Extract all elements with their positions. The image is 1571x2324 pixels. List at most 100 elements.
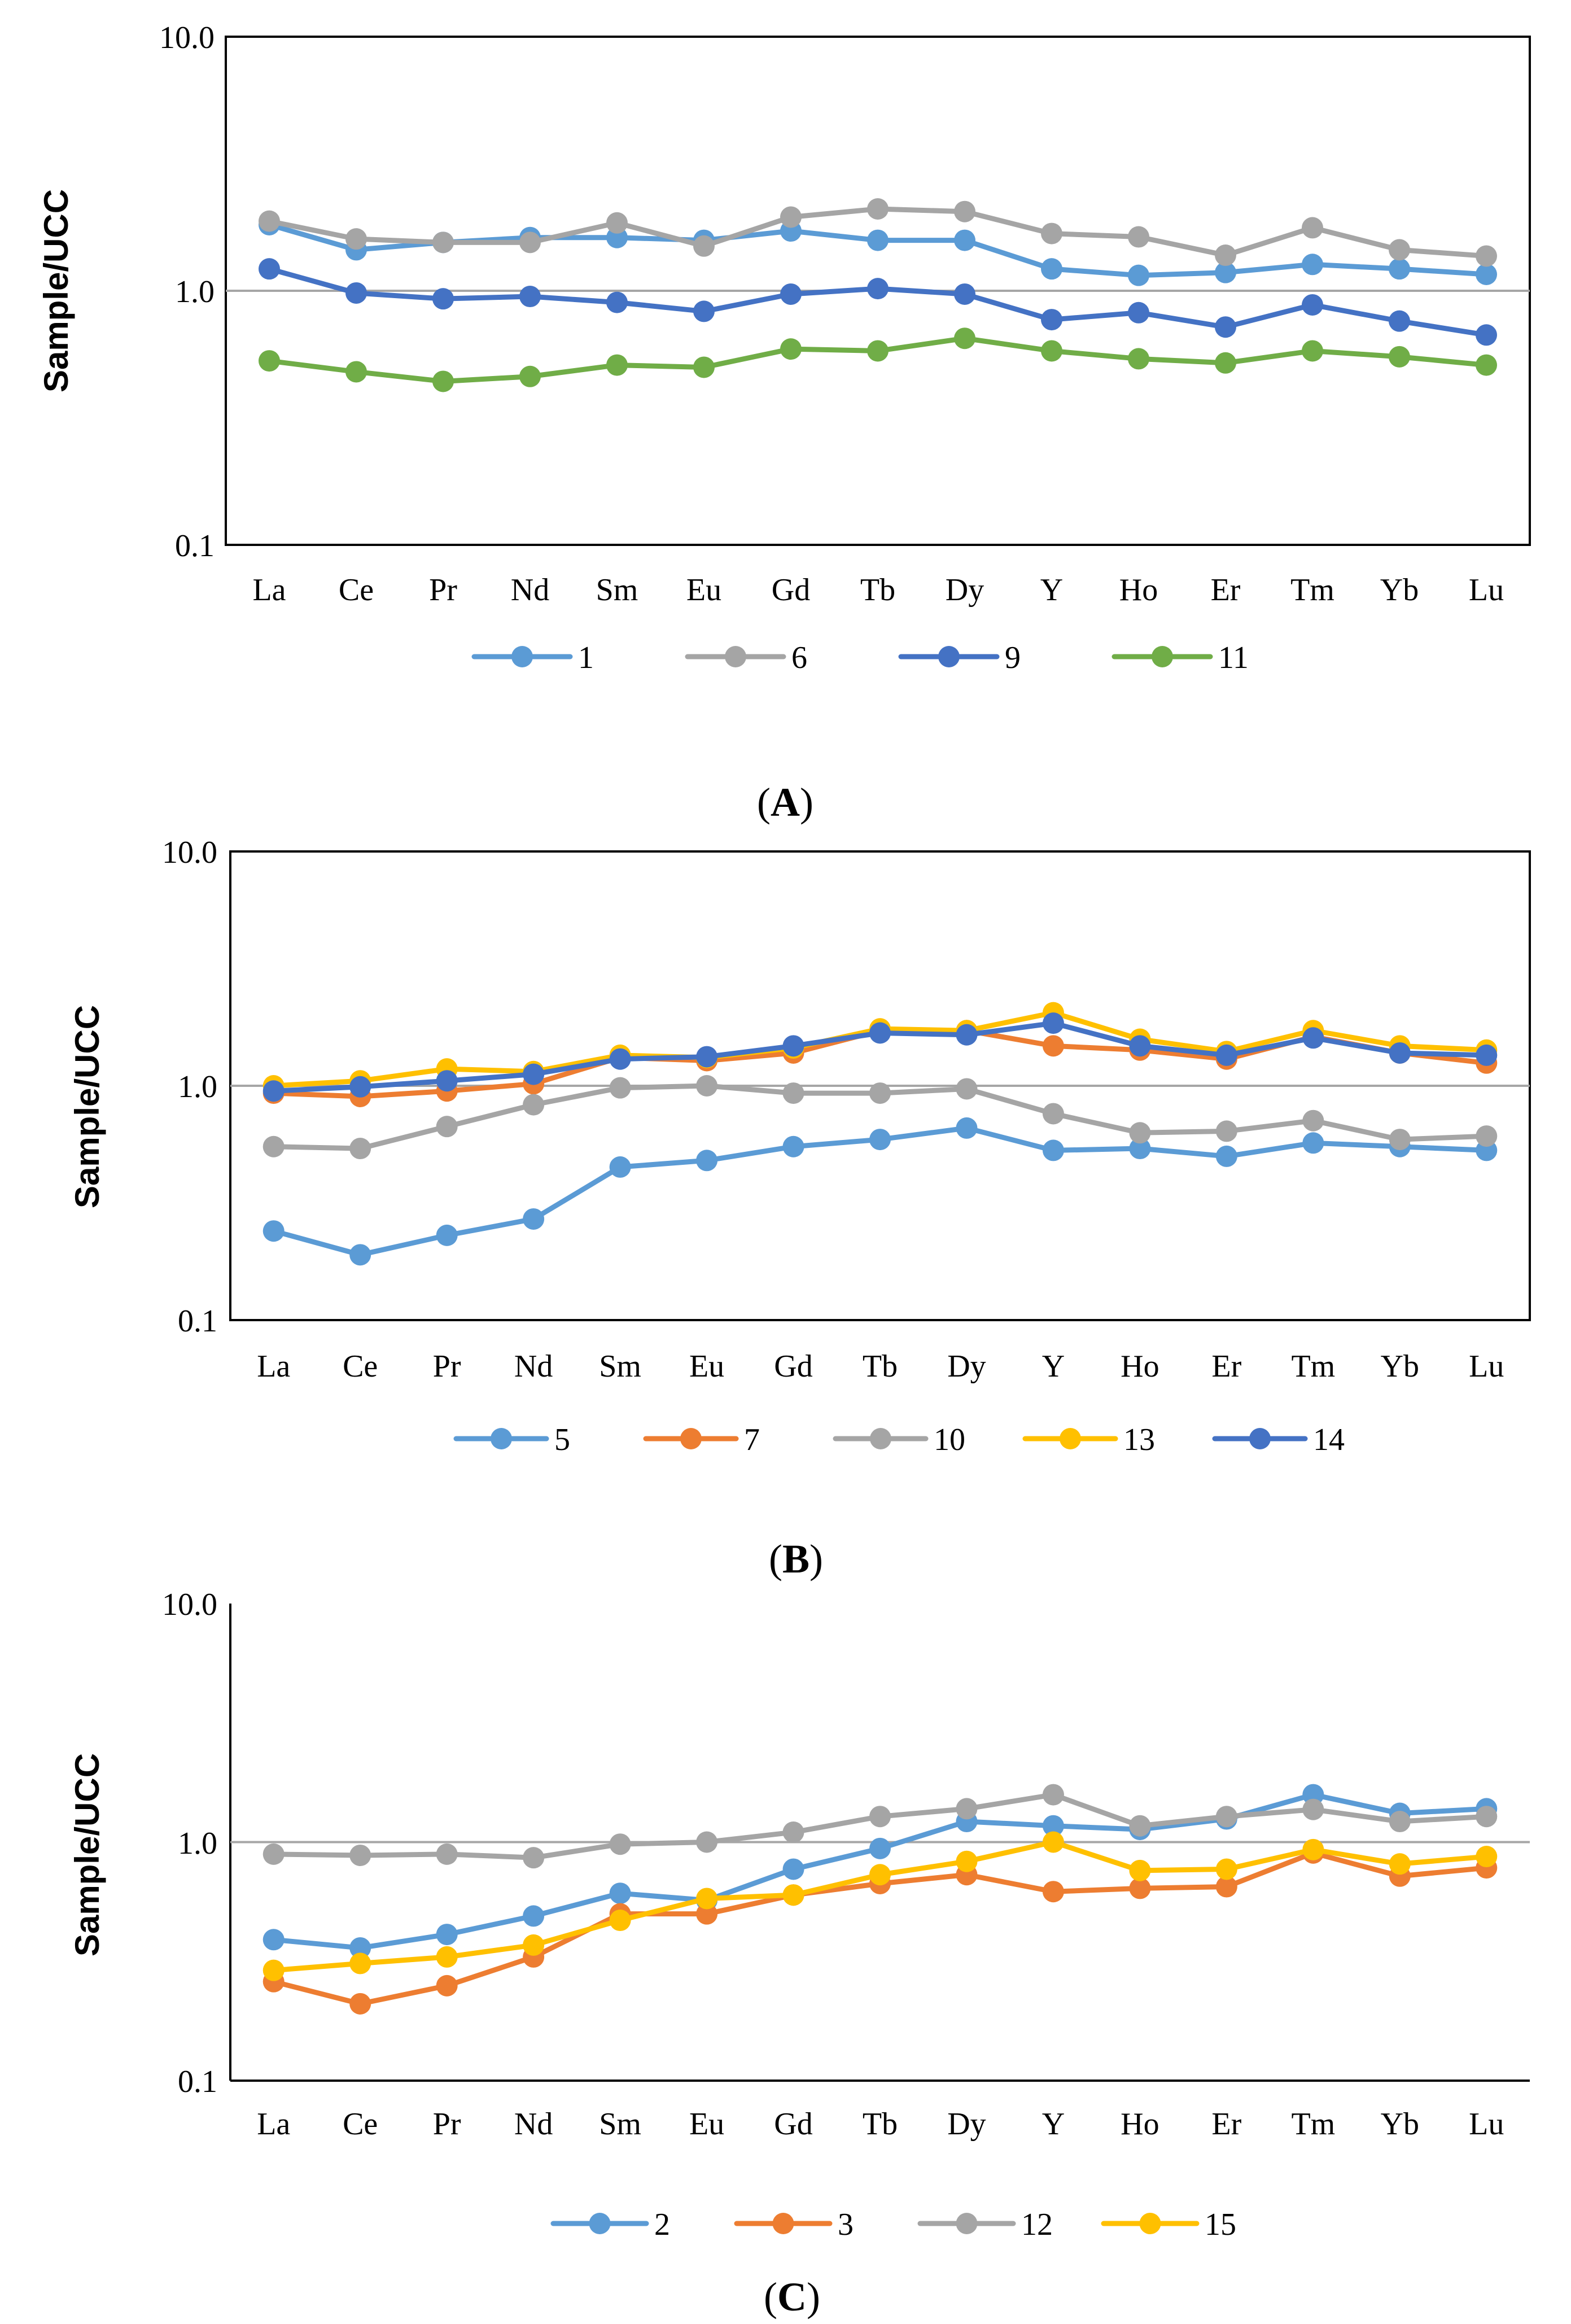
panel-c-series-12-point-eu	[696, 1831, 718, 1853]
panel-b-xtick-tm: Tm	[1291, 1349, 1335, 1384]
panel-b: 10.0 1.0 0.1 Sample/UCC La Ce Pr Nd Sm Eu Gd Tb…	[68, 835, 1531, 1582]
panel-c: 10.0 1.0 0.1 Sample/UCC La Ce Pr Nd Sm Eu Gd Tb…	[68, 1587, 1530, 2319]
panel-c-series-12-point-lu	[1476, 1806, 1498, 1828]
panel-b-legend-marker-14	[1249, 1428, 1271, 1449]
panel-c-series-12	[262, 1784, 1498, 1869]
panel-a-series-9-point-tb	[867, 278, 889, 300]
panel-a-series-1-point-tb	[867, 229, 889, 251]
panel-c-series-2-point-la	[262, 1929, 285, 1951]
panel-c-legend: 2 3 12 15	[550, 2207, 1236, 2242]
panel-a-series-1-point-y	[1041, 258, 1062, 280]
panel-c-xtick-nd: Nd	[514, 2107, 553, 2142]
panel-a-series-1-point-dy	[954, 229, 975, 251]
panel-a-series-6-point-sm	[606, 212, 628, 234]
panel-c-legend-label-2: 2	[654, 2207, 670, 2242]
panel-c-series-2-point-y	[1042, 1815, 1064, 1837]
panel-c-series-12-point-nd	[523, 1847, 545, 1869]
panel-b-series-10-point-er	[1215, 1120, 1237, 1142]
panel-b-series-7-point-y	[1042, 1035, 1064, 1057]
panel-b-series-10-point-yb	[1389, 1129, 1411, 1151]
panel-b-xtick-y: Y	[1042, 1349, 1065, 1384]
panel-b-series-14-point-gd	[782, 1035, 804, 1057]
panel-a-series-11-point-dy	[954, 327, 975, 350]
panel-a-series-1-point-yb	[1389, 258, 1410, 280]
panel-c-series-3-point-eu	[696, 1903, 718, 1925]
panel-a-legend-label-11: 11	[1218, 640, 1249, 675]
panel-a-xtick-dy: Dy	[946, 573, 984, 608]
panel-c-series-15-point-sm	[609, 1910, 631, 1932]
panel-a-legend-marker-9	[938, 646, 960, 667]
panel-b-legend-marker-5	[491, 1428, 512, 1449]
panel-b-legend-item-5: 5	[453, 1422, 570, 1457]
panel-b-legend-label-10: 10	[934, 1422, 965, 1457]
panel-a-series-9-point-lu	[1476, 324, 1497, 346]
panel-b-legend-marker-7	[680, 1428, 702, 1449]
panel-b-series-10-point-gd	[782, 1082, 804, 1104]
panel-a-legend-item-11: 11	[1111, 640, 1249, 675]
panel-a-series-6-point-pr	[432, 231, 454, 254]
panel-a-legend: 1 6 9 11	[471, 640, 1249, 675]
panel-b-legend-item-13: 13	[1022, 1422, 1155, 1457]
panel-b-xtick-eu: Eu	[689, 1349, 724, 1384]
panel-a-xtick-nd: Nd	[511, 573, 549, 608]
panel-b-legend-marker-13	[1060, 1428, 1081, 1449]
panel-c-legend-item-2: 2	[550, 2207, 670, 2242]
panel-a-ytick-0.1: 0.1	[175, 528, 215, 563]
panel-c-xtick-er: Er	[1211, 2107, 1241, 2142]
panel-a-series-9-point-er	[1215, 316, 1236, 338]
panel-a-xtick-gd: Gd	[772, 573, 810, 608]
panel-a-series-9-point-gd	[780, 283, 802, 305]
panel-c-series-3-point-y	[1042, 1881, 1064, 1903]
panel-c-series-15-point-nd	[523, 1934, 545, 1956]
panel-b-series-5-point-tm	[1302, 1132, 1324, 1154]
panel-c-xtick-dy: Dy	[947, 2107, 986, 2142]
panel-b-series-10-point-la	[262, 1135, 285, 1157]
panel-a: 10.0 1.0 0.1 Sample/UCC La Ce Pr Nd Sm Eu Gd Tb…	[37, 20, 1531, 825]
panel-b-xtick-nd: Nd	[514, 1349, 553, 1384]
panel-a-series-9-point-nd	[519, 286, 541, 308]
panel-b-series-5-point-sm	[609, 1156, 631, 1178]
panel-c-series-12-point-gd	[782, 1821, 804, 1844]
panel-a-legend-item-6: 6	[685, 640, 807, 675]
panel-c-series-15-point-gd	[782, 1884, 804, 1906]
panel-c-x-tick-labels: La Ce Pr Nd Sm Eu Gd Tb Dy Y Ho Er Tm Yb Lu	[257, 2107, 1504, 2142]
panel-b-series-5-point-nd	[523, 1208, 545, 1230]
panel-c-xtick-eu: Eu	[689, 2107, 724, 2142]
panel-b-series-10-point-tb	[869, 1082, 891, 1104]
panel-a-ylabel: Sample/UCC	[37, 189, 75, 392]
panel-a-series-6-point-gd	[780, 206, 802, 228]
panel-a-xtick-y: Y	[1040, 573, 1063, 608]
panel-c-series-12-point-er	[1215, 1806, 1237, 1828]
panel-b-series-14-point-yb	[1389, 1042, 1411, 1064]
panel-a-series-11-point-yb	[1389, 346, 1410, 368]
panel-a-series-1-point-er	[1215, 261, 1236, 283]
panel-a-series-1-point-lu	[1476, 263, 1497, 285]
panel-c-xtick-la: La	[257, 2107, 290, 2142]
panel-c-series-15-point-ho	[1129, 1859, 1151, 1881]
panel-a-series-6-point-y	[1041, 222, 1062, 244]
panel-b-series-14-point-la	[262, 1080, 285, 1102]
panel-c-xtick-tm: Tm	[1291, 2107, 1335, 2142]
panel-b-legend-label-14: 14	[1313, 1422, 1345, 1457]
panel-c-letter: C	[777, 2274, 807, 2319]
panel-b-series-10-point-sm	[609, 1077, 631, 1099]
panel-c-label: (C)	[764, 2274, 820, 2319]
panel-a-xtick-yb: Yb	[1380, 573, 1419, 608]
panel-a-series-11-point-ho	[1128, 348, 1149, 370]
panel-b-series-5-point-er	[1215, 1145, 1237, 1167]
panel-a-xtick-eu: Eu	[686, 573, 721, 608]
panel-b-series-14-point-ho	[1129, 1035, 1151, 1057]
panel-b-xtick-sm: Sm	[599, 1349, 641, 1384]
panel-c-series-15-point-la	[262, 1959, 285, 1981]
panel-a-series-11-point-ce	[345, 361, 367, 383]
panel-c-xtick-lu: Lu	[1469, 2107, 1504, 2142]
panel-a-legend-marker-1	[511, 646, 533, 667]
panel-a-xtick-sm: Sm	[596, 573, 638, 608]
panel-b-series-14-point-pr	[436, 1070, 458, 1092]
panel-b-series-10-point-ce	[349, 1138, 371, 1160]
panel-b-series-14-point-sm	[609, 1048, 631, 1070]
panel-c-legend-marker-3	[772, 2213, 794, 2234]
panel-a-series-11-point-nd	[519, 365, 541, 387]
panel-c-series-12-point-ho	[1129, 1815, 1151, 1837]
panel-c-series-15-point-lu	[1476, 1846, 1498, 1868]
